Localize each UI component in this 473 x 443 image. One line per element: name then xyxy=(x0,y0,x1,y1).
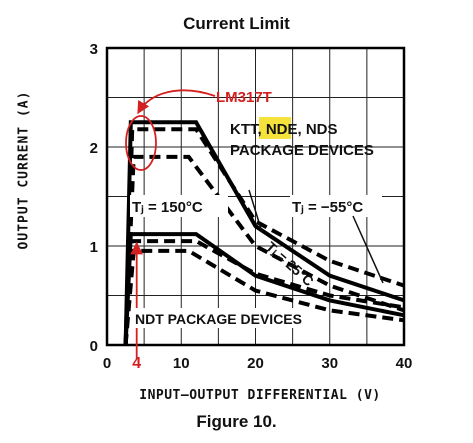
x-tick-label: 30 xyxy=(321,355,338,372)
tick-labels: 0 10 20 30 40 0 1 2 3 4 xyxy=(90,41,413,372)
tj150-label: Tⱼ = 150°C xyxy=(132,199,203,216)
package-label-line2: PACKAGE DEVICES xyxy=(230,142,374,159)
x-tick-label: 40 xyxy=(396,355,413,372)
series-line-5 xyxy=(123,239,405,346)
x-axis-label: INPUT–OUTPUT DIFFERENTIAL (V) xyxy=(139,388,381,403)
lm317t-arrow xyxy=(137,89,216,115)
marker-x-label: 4 xyxy=(132,355,141,372)
plot-frame xyxy=(105,46,406,347)
tj55-label: Tⱼ = −55°C xyxy=(292,199,363,216)
x-tick-label: 0 xyxy=(103,355,111,372)
lm317t-highlight-ellipse xyxy=(125,115,157,171)
nde-highlight xyxy=(259,117,291,139)
ndt-label-backdrop xyxy=(134,308,312,328)
tj55-label-backdrop xyxy=(290,195,382,217)
package-label-ktt: KTT, xyxy=(230,121,266,138)
y-tick-label: 1 xyxy=(90,239,98,256)
package-label-nds: , NDS xyxy=(298,121,338,138)
plot-border xyxy=(105,46,406,347)
x-tick-label: 10 xyxy=(173,355,190,372)
lm317t-label: LM317T xyxy=(216,89,272,106)
y-tick-label: 2 xyxy=(90,140,98,157)
x-tick-label: 20 xyxy=(247,355,264,372)
ndt-label: NDT PACKAGE DEVICES xyxy=(135,311,302,327)
tj150-label-backdrop xyxy=(130,195,228,217)
package-label-line1: KTT, NDE, NDS xyxy=(230,121,338,138)
series-line-6 xyxy=(123,248,405,346)
chart-title: Current Limit xyxy=(183,14,290,33)
tj55-leader-line xyxy=(352,215,384,284)
y-tick-label: 3 xyxy=(90,41,98,58)
y-tick-label: 0 xyxy=(90,338,98,355)
figure-caption: Figure 10. xyxy=(196,412,277,431)
tj-leader-line xyxy=(248,189,263,233)
series-line-2 xyxy=(123,127,405,346)
package-label-nde: NDE xyxy=(266,121,298,138)
